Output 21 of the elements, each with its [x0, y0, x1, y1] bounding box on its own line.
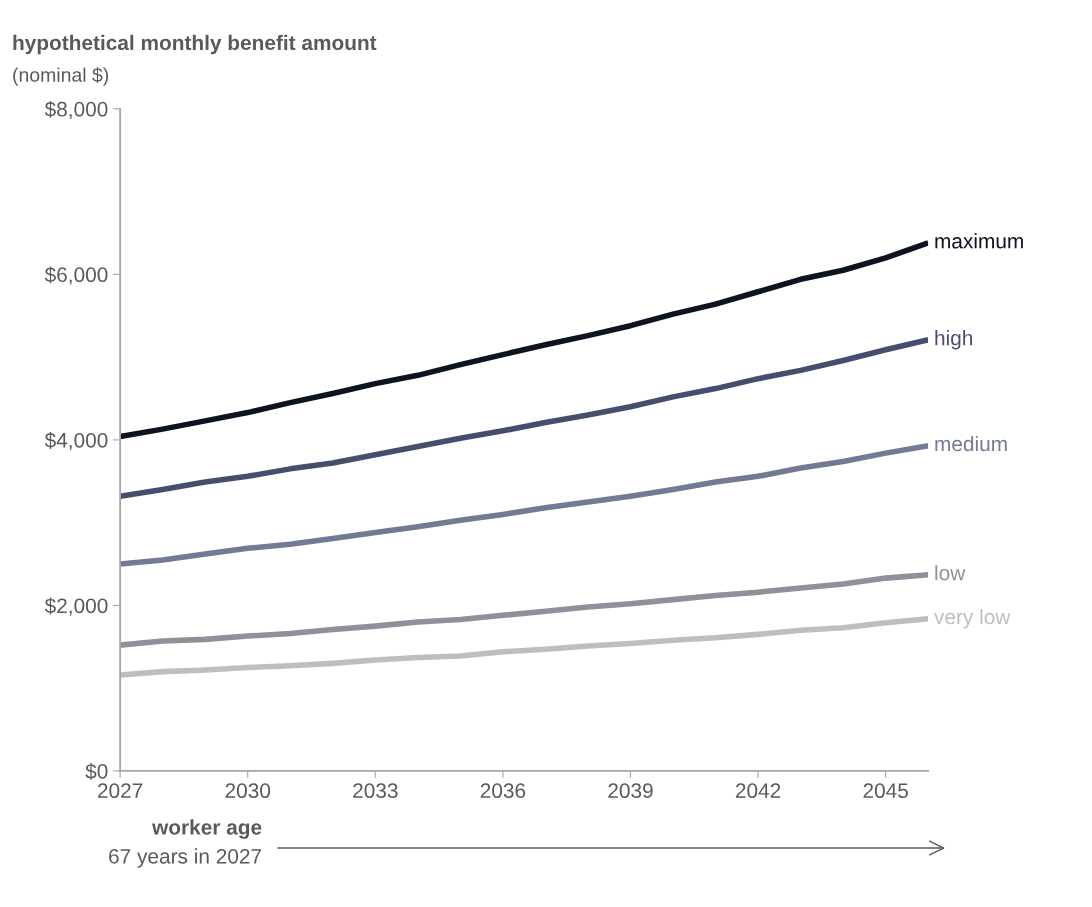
x-tick-label: 2042 [735, 783, 781, 799]
series-label: high [935, 330, 973, 350]
x-axis-title: worker age [152, 819, 262, 839]
series-label: low [935, 565, 966, 581]
x-tick-label: 2027 [98, 783, 143, 799]
x-tick-label: 2045 [863, 783, 908, 799]
x-tick-label: 2033 [353, 783, 398, 799]
x-tick-label: 2030 [225, 783, 271, 799]
series-label: very low [934, 608, 1011, 629]
series-label: medium [935, 435, 1007, 452]
chart-subtitle: (nominal $) [13, 67, 109, 86]
text: 67 years in 2027 [109, 848, 262, 868]
x-tick-label: 2039 [608, 783, 653, 799]
y-tick-label: $0 [85, 763, 108, 780]
series-label: maximum [935, 233, 1023, 249]
y-axis-title: hypothetical monthly benefit amount [13, 34, 377, 55]
y-tick-label: $8,000 [44, 100, 108, 120]
x-tick-label: 2036 [480, 783, 526, 799]
y-tick-label: $6,000 [44, 266, 108, 285]
y-tick-label: $2,000 [44, 597, 108, 616]
y-tick-label: $4,000 [44, 432, 108, 451]
